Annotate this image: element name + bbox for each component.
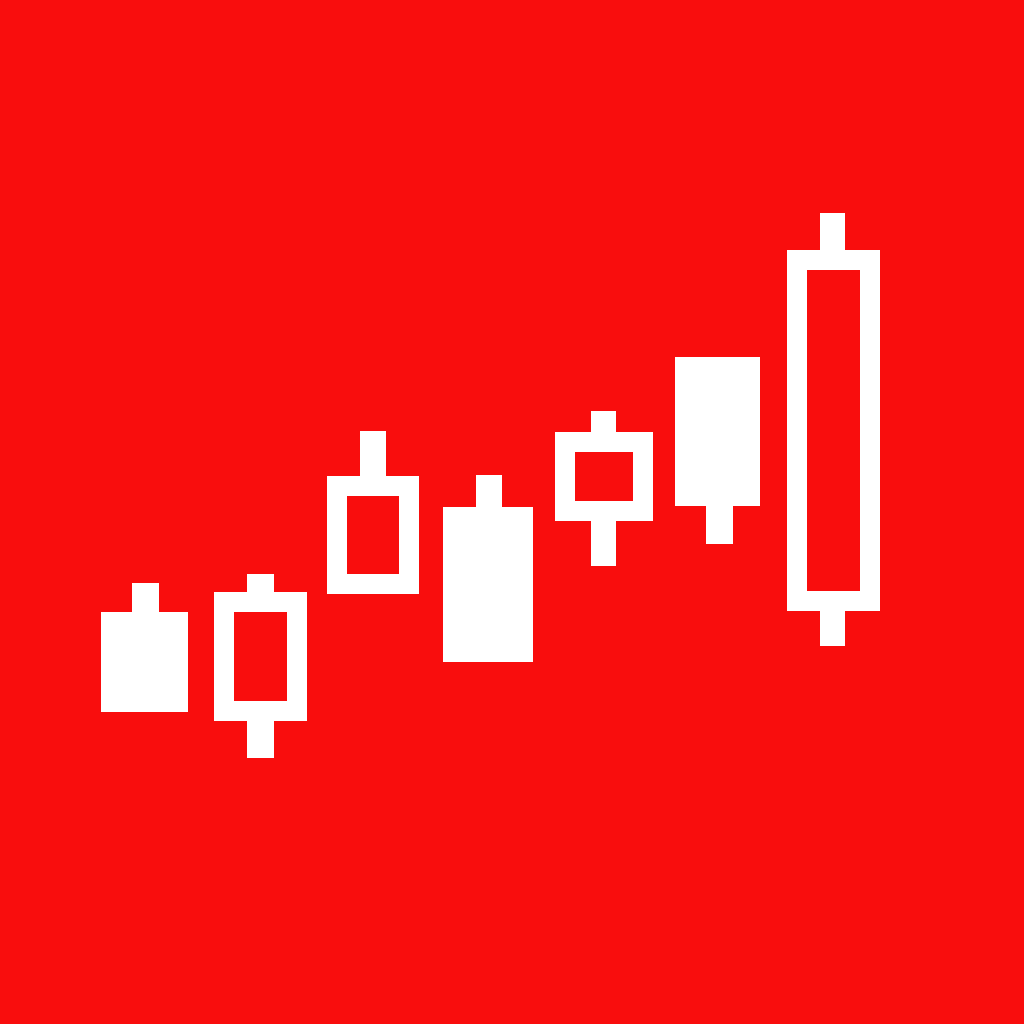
candle-body xyxy=(675,357,760,506)
candle xyxy=(787,213,880,646)
candle-body xyxy=(443,507,533,662)
candle xyxy=(443,475,533,662)
candle-wick xyxy=(132,583,159,612)
candle-body xyxy=(101,612,188,712)
candle xyxy=(101,583,188,712)
candle xyxy=(327,431,419,594)
candle xyxy=(555,411,653,566)
candle-wick xyxy=(706,506,733,544)
candle-body-hollow xyxy=(807,270,860,591)
candles-group xyxy=(101,213,880,758)
candle-body-hollow xyxy=(347,496,399,574)
candle-body-hollow xyxy=(575,452,633,501)
candle-body-hollow xyxy=(234,612,287,701)
candle-wick xyxy=(360,431,386,476)
candle xyxy=(675,357,760,544)
candle xyxy=(214,574,307,758)
candle-wick xyxy=(476,475,502,507)
